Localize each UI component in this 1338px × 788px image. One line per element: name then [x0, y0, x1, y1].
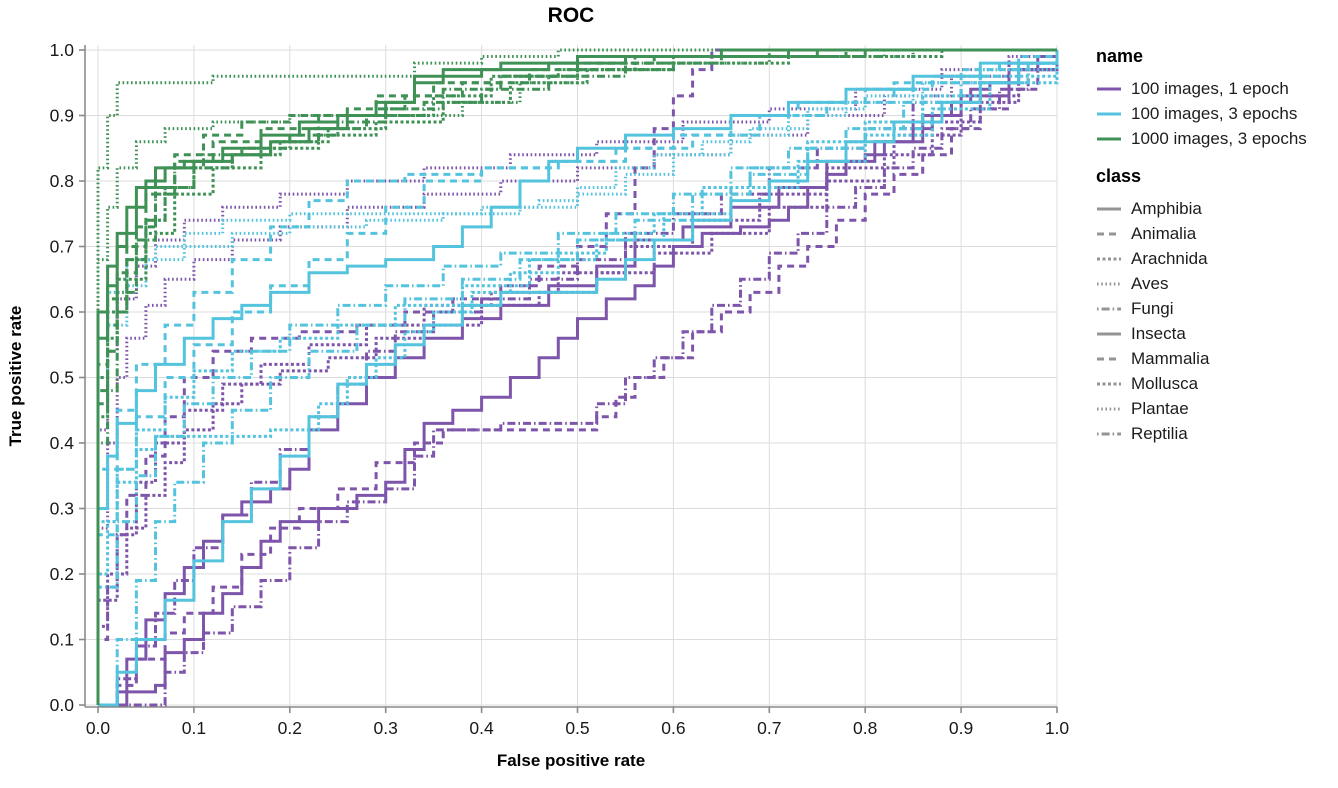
roc-curve: [96, 50, 1059, 705]
legend-line-swatch: [1097, 307, 1121, 310]
roc-curve: [96, 50, 1059, 705]
legend-item-label: Arachnida: [1131, 248, 1208, 268]
x-tick-label: 0.9: [949, 718, 973, 738]
y-tick-label: 0.9: [50, 106, 74, 126]
legend-line-swatch: [1097, 432, 1121, 435]
x-axis-title: False positive rate: [496, 751, 646, 770]
legend-line-swatch: [1097, 87, 1121, 90]
legend-item-label: Mollusca: [1131, 373, 1199, 393]
x-tick-label: 1.0: [1045, 718, 1070, 738]
roc-curve: [96, 50, 1059, 705]
legend-item: Amphibia: [1096, 196, 1307, 221]
x-tick-label: 0.4: [469, 718, 494, 738]
legend-item-label: Mammalia: [1131, 348, 1210, 368]
chart-title: ROC: [547, 4, 595, 27]
legend-item-label: Fungi: [1131, 298, 1174, 318]
y-tick-label: 0.5: [50, 368, 74, 388]
roc-curve: [96, 50, 1059, 705]
legend-item-label: 100 images, 1 epoch: [1131, 78, 1289, 98]
x-tick-label: 0.1: [182, 718, 206, 738]
y-tick-label: 1.0: [50, 40, 75, 60]
legend-line-swatch: [1097, 282, 1121, 285]
legend-item: Plantae: [1096, 396, 1307, 421]
legend-item: Reptilia: [1096, 421, 1307, 446]
x-tick-label: 0.3: [374, 718, 398, 738]
roc-curve: [96, 48, 1057, 705]
y-tick-label: 0.2: [50, 564, 74, 584]
legend-item-label: Insecta: [1131, 323, 1186, 343]
roc-curve: [98, 50, 1059, 707]
roc-curve: [98, 50, 1059, 707]
roc-curve: [96, 50, 1059, 705]
roc-curve: [96, 50, 1059, 705]
x-tick-label: 0.0: [86, 718, 111, 738]
roc-curve: [96, 48, 1057, 705]
legend-item: 100 images, 1 epoch: [1096, 76, 1307, 101]
legend-item: Arachnida: [1096, 246, 1307, 271]
legend-item-label: Amphibia: [1131, 198, 1202, 218]
legend-item: Insecta: [1096, 321, 1307, 346]
y-tick-label: 0.4: [50, 433, 75, 453]
y-tick-label: 0.3: [50, 499, 74, 519]
x-tick-label: 0.6: [661, 718, 685, 738]
legend-name-title: name: [1096, 46, 1144, 66]
y-tick-label: 0.8: [50, 171, 74, 191]
roc-curve: [96, 48, 1057, 705]
legend-name-items: 100 images, 1 epoch 100 images, 3 epochs 1…: [1096, 76, 1307, 151]
x-tick-label: 0.7: [757, 718, 781, 738]
legend-item-label: Reptilia: [1131, 423, 1188, 443]
legend-class-title: class: [1096, 166, 1142, 186]
legend-item-label: 1000 images, 3 epochs: [1131, 128, 1307, 148]
y-axis-title: True positive rate: [6, 305, 25, 447]
legend: name 100 images, 1 epoch 100 images, 3 ep…: [1096, 46, 1307, 446]
legend-line-swatch: [1097, 207, 1121, 210]
legend-item: Mammalia: [1096, 346, 1307, 371]
x-tick-label: 0.2: [278, 718, 302, 738]
legend-line-swatch: [1097, 257, 1121, 260]
roc-curve: [96, 48, 1057, 705]
roc-curve: [98, 50, 1059, 707]
legend-item-label: 100 images, 3 epochs: [1131, 103, 1298, 123]
legend-item: Animalia: [1096, 221, 1307, 246]
legend-item: 1000 images, 3 epochs: [1096, 126, 1307, 151]
y-tick-label: 0.6: [50, 302, 74, 322]
y-tick-label: 0.0: [50, 695, 75, 715]
y-tick-label: 0.1: [50, 630, 74, 650]
legend-item: Aves: [1096, 271, 1307, 296]
legend-line-swatch: [1097, 382, 1121, 385]
legend-line-swatch: [1097, 112, 1121, 115]
legend-item: 100 images, 3 epochs: [1096, 101, 1307, 126]
legend-line-swatch: [1097, 137, 1121, 140]
legend-item: Fungi: [1096, 296, 1307, 321]
x-tick-label: 0.5: [565, 718, 589, 738]
legend-line-swatch: [1097, 332, 1121, 335]
roc-curve: [96, 50, 1059, 705]
legend-line-swatch: [1097, 407, 1121, 410]
y-tick-label: 0.7: [50, 237, 74, 257]
legend-item-label: Aves: [1131, 273, 1169, 293]
legend-item-label: Animalia: [1131, 223, 1197, 243]
roc-curve: [96, 48, 1057, 705]
legend-class-items: Amphibia Animalia Arachnida Aves Fungi Insect…: [1096, 196, 1307, 446]
legend-item: Mollusca: [1096, 371, 1307, 396]
roc-curve: [96, 48, 1057, 705]
x-tick-label: 0.8: [853, 718, 877, 738]
roc-curve: [98, 50, 1059, 707]
legend-item-label: Plantae: [1131, 398, 1189, 418]
legend-line-swatch: [1097, 232, 1121, 235]
legend-line-swatch: [1097, 357, 1121, 360]
